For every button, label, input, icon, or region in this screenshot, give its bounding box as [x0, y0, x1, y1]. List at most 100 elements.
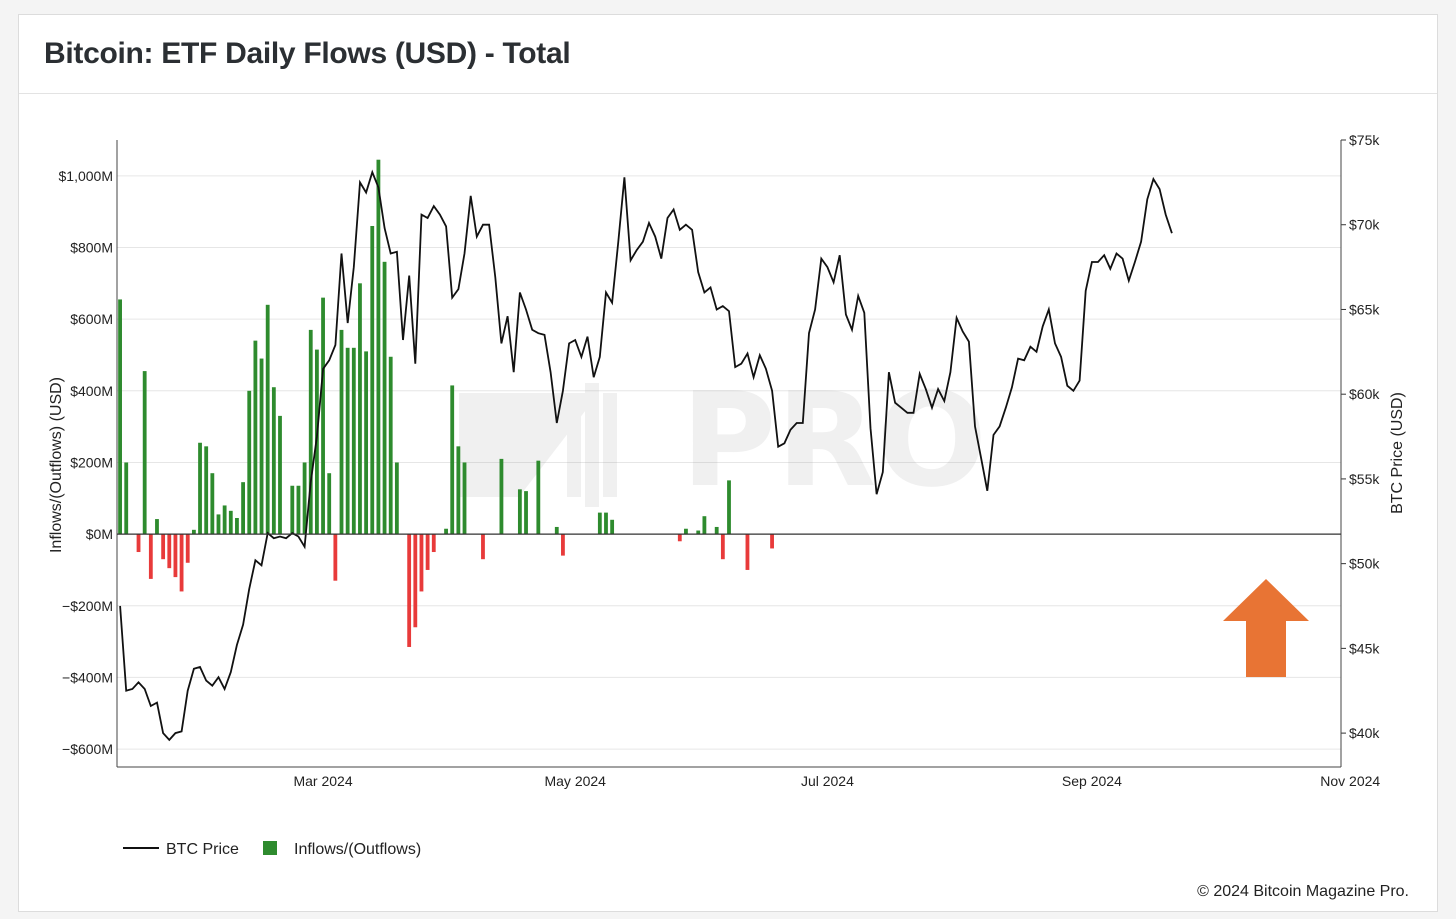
outflow-bar	[407, 534, 412, 647]
inflow-bar	[118, 299, 122, 535]
chart-card: Bitcoin: ETF Daily Flows (USD) - Total P…	[18, 14, 1438, 912]
inflow-bar	[714, 526, 719, 535]
inflow-bar	[610, 519, 615, 535]
inflow-bar	[271, 387, 276, 535]
legend-label-flows: Inflows/(Outflows)	[294, 841, 421, 858]
inflow-bar	[296, 485, 301, 535]
btc-price-line	[119, 169, 1173, 742]
inflow-bar	[308, 329, 313, 535]
inflow-bar	[142, 371, 147, 535]
inflow-bar	[235, 517, 239, 535]
inflow-bar	[290, 485, 295, 535]
inflow-bar	[204, 446, 209, 535]
y-axis-right-title: BTC Price (USD)	[1389, 392, 1406, 514]
flow-bars	[118, 159, 774, 647]
y-right-tick-label: $55k	[1349, 471, 1380, 487]
inflow-bar	[444, 528, 448, 535]
arrow-up-icon	[1223, 579, 1309, 677]
inflow-bar	[554, 526, 559, 535]
inflow-bar	[394, 462, 399, 535]
outflow-bar	[425, 534, 430, 570]
inflow-bar	[253, 340, 258, 535]
inflow-bar	[727, 480, 731, 535]
inflow-bar	[345, 347, 350, 535]
outflow-bar	[770, 534, 774, 549]
inflow-bar	[517, 489, 522, 535]
inflow-bar	[524, 491, 528, 535]
inflow-bar	[702, 516, 707, 535]
outflow-bar	[179, 534, 184, 592]
y-axis-left-title: Inflows/(Outflows) (USD)	[48, 377, 65, 553]
outflow-bar	[148, 534, 153, 579]
inflow-bar	[351, 347, 356, 535]
outflow-bar	[161, 534, 166, 560]
y-right-tick-label: $50k	[1349, 556, 1380, 572]
svg-text:PRO: PRO	[681, 364, 987, 516]
inflow-bar	[247, 390, 252, 535]
outflow-bar	[136, 534, 141, 553]
inflow-bar	[370, 225, 375, 535]
inflow-bar	[696, 530, 701, 535]
x-tick-label: Jul 2024	[801, 773, 854, 789]
outflow-bar	[419, 534, 424, 592]
outflow-bar	[720, 534, 725, 560]
inflow-bar	[198, 442, 202, 535]
outflow-bar	[167, 534, 172, 569]
inflow-bar	[364, 351, 369, 535]
y-axis-left-ticks: $1,000M $800M $600M $400M $200M $0M −$200M −$40…	[59, 168, 113, 757]
inflow-bar	[382, 261, 387, 535]
y-left-tick-label: $400M	[70, 383, 113, 399]
inflow-bar	[456, 446, 461, 535]
inflow-bar	[684, 528, 688, 535]
x-tick-label: Mar 2024	[293, 773, 352, 789]
inflow-bar	[259, 358, 264, 535]
y-left-tick-label: −$200M	[62, 598, 113, 614]
y-right-tick-label: $65k	[1349, 301, 1380, 317]
y-right-tick-label: $40k	[1349, 725, 1380, 741]
legend-label-btc-price: BTC Price	[166, 841, 239, 858]
x-tick-label: Sep 2024	[1062, 773, 1122, 789]
y-left-tick-label: $0M	[86, 526, 113, 542]
y-left-tick-label: $1,000M	[59, 168, 113, 184]
inflow-bar	[302, 462, 307, 535]
y-axis-right-ticks: $75k $70k $65k $60k $55k $50k $45k $40k	[1341, 132, 1380, 741]
inflow-bar	[265, 304, 270, 535]
chart-header: Bitcoin: ETF Daily Flows (USD) - Total	[19, 15, 1437, 94]
outflow-bar	[561, 534, 565, 556]
inflow-bar	[339, 329, 344, 535]
inflow-bar	[191, 529, 196, 535]
chart-svg: PRO $1,000M $800M $600M $400M $200M $0M −$200M…	[48, 132, 1406, 858]
y-right-tick-label: $70k	[1349, 217, 1380, 233]
outflow-bar	[677, 534, 682, 542]
outflow-bar	[745, 534, 750, 570]
y-right-tick-label: $75k	[1349, 132, 1380, 148]
copyright-footer: © 2024 Bitcoin Magazine Pro.	[1197, 883, 1409, 900]
inflow-bar	[450, 385, 455, 535]
inflow-bar	[222, 505, 227, 535]
chart-title: Bitcoin: ETF Daily Flows (USD) - Total	[44, 37, 571, 70]
y-left-tick-label: $200M	[70, 454, 113, 470]
y-left-tick-label: $800M	[70, 239, 113, 255]
outflow-bar	[173, 534, 178, 578]
inflow-bar	[376, 159, 381, 535]
x-tick-label: Nov 2024	[1320, 773, 1380, 789]
chart-axes	[116, 140, 1342, 768]
inflow-bar	[499, 458, 504, 535]
inflow-bar	[604, 512, 608, 535]
inflow-bar	[241, 482, 245, 535]
outflow-bar	[185, 534, 190, 563]
inflow-bar	[228, 510, 233, 535]
x-tick-label: May 2024	[544, 773, 606, 789]
watermark-logo: PRO	[459, 364, 987, 516]
inflow-bar	[327, 473, 332, 535]
y-left-tick-label: $600M	[70, 311, 113, 327]
outflow-bar	[481, 534, 485, 560]
chart-legend: BTC Price Inflows/(Outflows)	[123, 841, 421, 858]
legend-square-marker	[263, 841, 277, 855]
x-axis-ticks: Mar 2024 May 2024 Jul 2024 Sep 2024 Nov 2024	[293, 773, 1380, 789]
y-left-tick-label: −$400M	[62, 669, 113, 685]
inflow-bar	[278, 415, 282, 535]
orange-arrow-annotation	[1223, 579, 1309, 677]
outflow-bar	[333, 534, 338, 581]
inflow-bar	[358, 283, 362, 535]
